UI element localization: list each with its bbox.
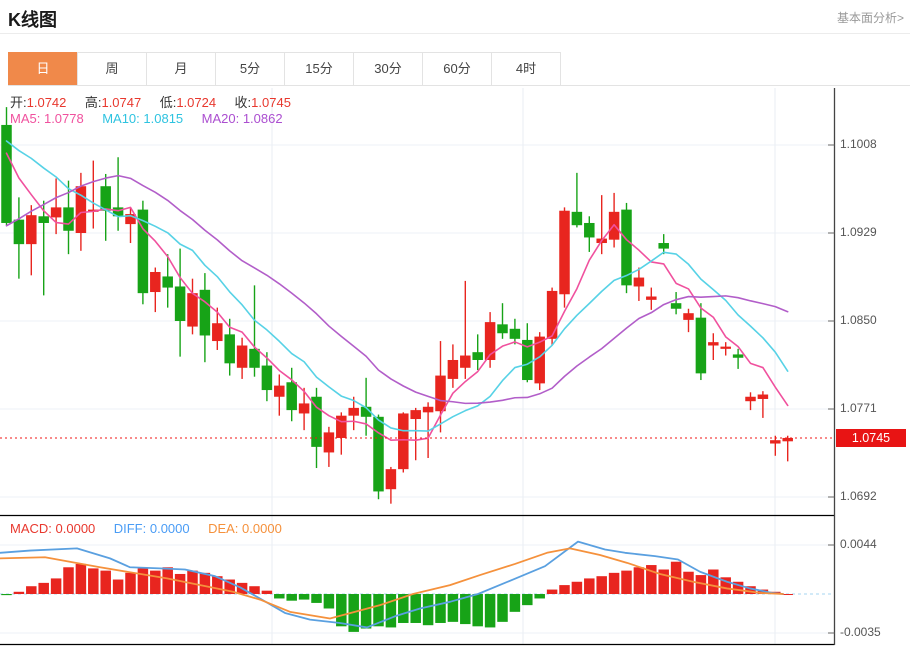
title-bar: K线图 基本面分析> (0, 0, 910, 34)
dea-value: 0.0000 (242, 521, 282, 536)
ma20-label: MA20: (201, 111, 240, 126)
close-value: 1.0745 (251, 95, 291, 110)
fundamental-analysis-link[interactable]: 基本面分析> (836, 11, 904, 25)
low-value: 1.0724 (176, 95, 217, 110)
dea-label: DEA: (208, 521, 239, 536)
ma20-value: 1.0862 (242, 111, 283, 126)
price-axis-label: 1.0771 (840, 401, 877, 415)
ohlc-readout: 开:1.0742 高:1.0747 低:1.0724 收:1.0745 (10, 92, 305, 112)
macd-axis-label: 0.0044 (840, 537, 877, 551)
ma10-label: MA10: (102, 111, 140, 126)
open-value: 1.0742 (26, 95, 67, 110)
macd-label: MACD: (10, 521, 52, 536)
ma5-value: 1.0778 (43, 111, 84, 126)
price-axis-label: 1.0929 (840, 225, 877, 239)
high-label: 高: (84, 95, 102, 110)
high-value: 1.0747 (101, 95, 142, 110)
macd-axis-label: -0.0035 (840, 625, 881, 639)
diff-label: DIFF: (113, 521, 147, 536)
tab-周[interactable]: 周 (77, 52, 147, 85)
tab-60分[interactable]: 60分 (422, 52, 492, 85)
ma10-value: 1.0815 (143, 111, 184, 126)
macd-value: 0.0000 (55, 521, 96, 536)
open-label: 开: (10, 95, 27, 110)
tab-月[interactable]: 月 (146, 52, 216, 85)
tab-日[interactable]: 日 (8, 52, 78, 85)
price-axis-label: 1.0850 (840, 313, 877, 327)
price-axis-label: 1.0692 (840, 489, 877, 503)
close-label: 收: (234, 95, 252, 110)
ma-readout: MA5: 1.0778 MA10: 1.0815 MA20: 1.0862 (10, 110, 297, 128)
tab-30分[interactable]: 30分 (353, 52, 423, 85)
macd-readout: MACD: 0.0000 DIFF: 0.0000 DEA: 0.0000 (10, 520, 296, 538)
current-price-tag: 1.0745 (836, 428, 906, 447)
tab-4时[interactable]: 4时 (491, 52, 561, 85)
page-title: K线图 (8, 10, 57, 30)
interval-tabs: 日周月 5分 15分 30分 60分 4时 (8, 52, 910, 86)
price-axis-label: 1.1008 (840, 137, 877, 151)
diff-value: 0.0000 (149, 521, 190, 536)
ma5-label: MA5: (10, 111, 41, 126)
low-label: 低: (159, 95, 177, 110)
